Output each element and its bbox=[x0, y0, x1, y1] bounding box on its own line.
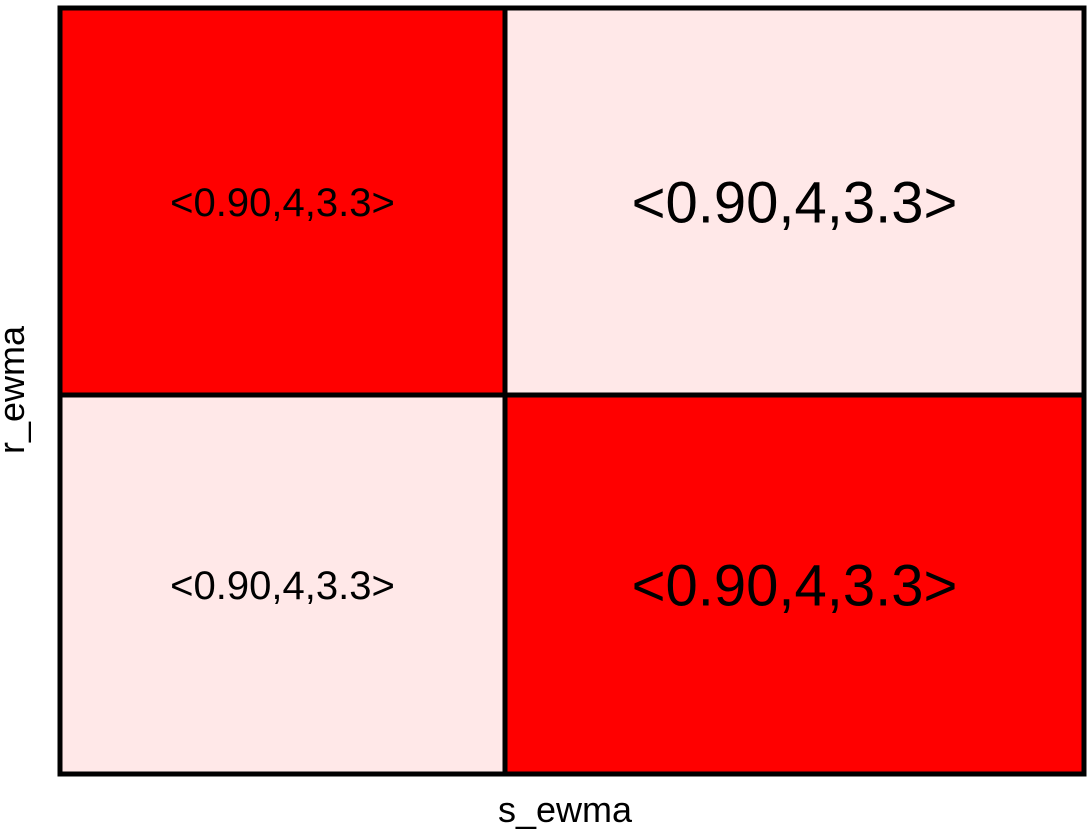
heatmap-cell-r1-c0 bbox=[57, 392, 508, 777]
heatmap-cells bbox=[57, 5, 1087, 777]
heatmap-cell-r0-c0 bbox=[57, 5, 508, 398]
heatmap-cell-r1-c1 bbox=[502, 392, 1087, 777]
heatmap-cell-labels: <0.90,4,3.3> <0.90,4,3.3> <0.90,4,3.3> <0.9… bbox=[170, 170, 957, 618]
plot-frame bbox=[57, 5, 1087, 777]
heatmap-cell-label-r0-c1: <0.90,4,3.3> bbox=[632, 170, 958, 235]
heatmap-cell-label-r1-c0: <0.90,4,3.3> bbox=[170, 564, 395, 608]
y-axis-label: r_ewma bbox=[0, 325, 32, 454]
heatmap-cell-r0-c1 bbox=[502, 5, 1087, 398]
x-axis-label: s_ewma bbox=[498, 789, 633, 830]
heatmap-cell-label-r1-c1: <0.90,4,3.3> bbox=[632, 553, 958, 618]
heatmap-cell-label-r0-c0: <0.90,4,3.3> bbox=[170, 181, 395, 225]
